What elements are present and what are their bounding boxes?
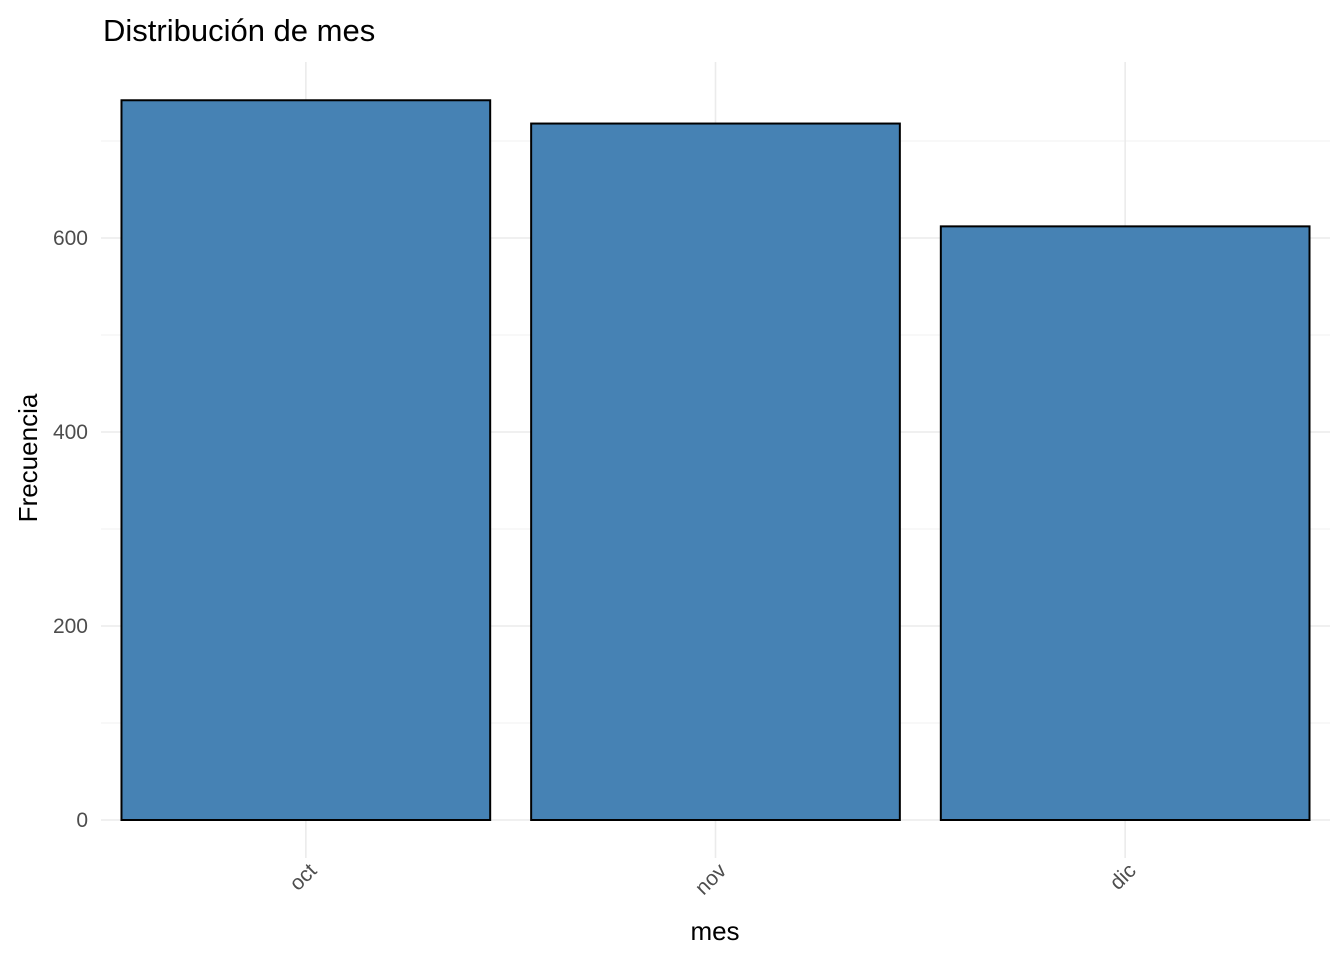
- y-tick-label: 200: [53, 615, 88, 638]
- bar-nov: [530, 122, 901, 822]
- x-axis-title: mes: [690, 916, 739, 946]
- chart-title: Distribución de mes: [103, 13, 375, 48]
- y-tick-label: 600: [53, 227, 88, 250]
- bar-oct: [120, 99, 492, 821]
- y-tick-label: 0: [76, 809, 88, 832]
- bar-dic: [939, 225, 1311, 822]
- y-axis-tick-labels: 0 200 400 600: [53, 227, 88, 832]
- x-axis-tick-labels: oct nov dic: [285, 859, 1140, 900]
- x-tick-label-oct: oct: [285, 859, 321, 895]
- x-tick-label-nov: nov: [691, 859, 732, 900]
- bars: [120, 99, 1311, 822]
- y-tick-label: 400: [53, 421, 88, 444]
- x-tick-label-dic: dic: [1105, 859, 1140, 894]
- y-axis-title: Frecuencia: [13, 393, 43, 522]
